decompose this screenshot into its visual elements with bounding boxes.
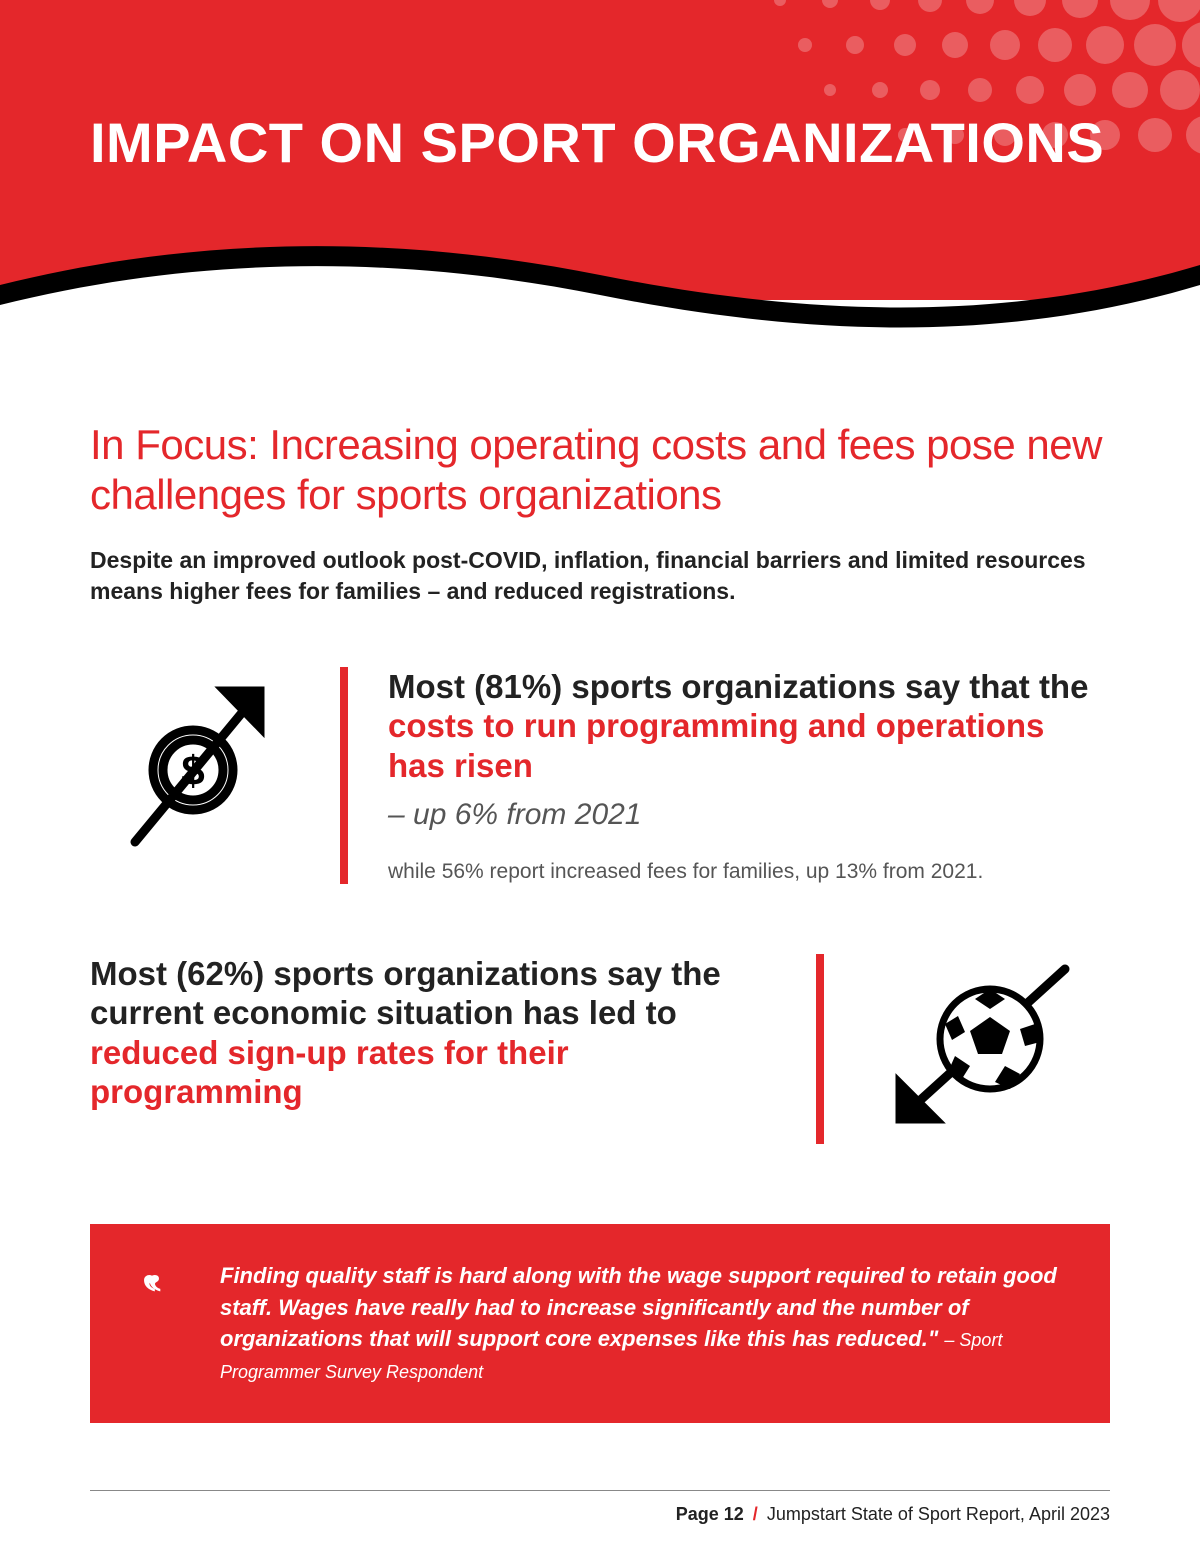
page-title: IMPACT ON SPORT ORGANIZATIONS (90, 110, 1104, 175)
stat-reduced-signups: Most (62%) sports organizations say the … (90, 954, 1110, 1144)
page-number: 12 (724, 1504, 744, 1524)
section-lede: Despite an improved outlook post-COVID, … (90, 545, 1110, 607)
stat1-highlight: costs to run programming and operations … (388, 707, 1044, 784)
quote-text: Finding quality staff is hard along with… (160, 1260, 1060, 1388)
stat1-headline: Most (81%) sports organizations say that… (388, 667, 1110, 786)
soccer-arrow-down-icon (870, 954, 1090, 1144)
footer-source: Jumpstart State of Sport Report, April 2… (767, 1504, 1110, 1524)
page-label: Page (676, 1504, 724, 1524)
page-footer: Page 12 / Jumpstart State of Sport Repor… (676, 1504, 1110, 1525)
dollar-arrow-up-icon: $ (115, 667, 285, 857)
pull-quote: ,, Finding quality staff is hard along w… (90, 1224, 1110, 1424)
stat1-prefix: Most (81%) sports organizations say that… (388, 668, 1088, 705)
stat2-prefix: Most (62%) sports organizations say the … (90, 955, 721, 1032)
svg-text:$: $ (181, 747, 204, 794)
quote-mark-icon: ,, (150, 1238, 161, 1292)
quote-body: Finding quality staff is hard along with… (220, 1263, 1057, 1352)
stat1-sub: – up 6% from 2021 (388, 798, 1110, 832)
section-heading: In Focus: Increasing operating costs and… (90, 420, 1110, 521)
stat2-headline: Most (62%) sports organizations say the … (90, 954, 790, 1112)
stat1-note: while 56% report increased fees for fami… (388, 860, 1110, 884)
accent-bar (340, 667, 348, 884)
stat-costs-rising: $ Most (81%) sports organizations say th… (90, 667, 1110, 884)
stat2-highlight: reduced sign-up rates for their programm… (90, 1034, 569, 1111)
footer-slash: / (749, 1504, 762, 1524)
wave-white-divider (0, 250, 1200, 370)
accent-bar (816, 954, 824, 1144)
footer-divider (90, 1490, 1110, 1491)
